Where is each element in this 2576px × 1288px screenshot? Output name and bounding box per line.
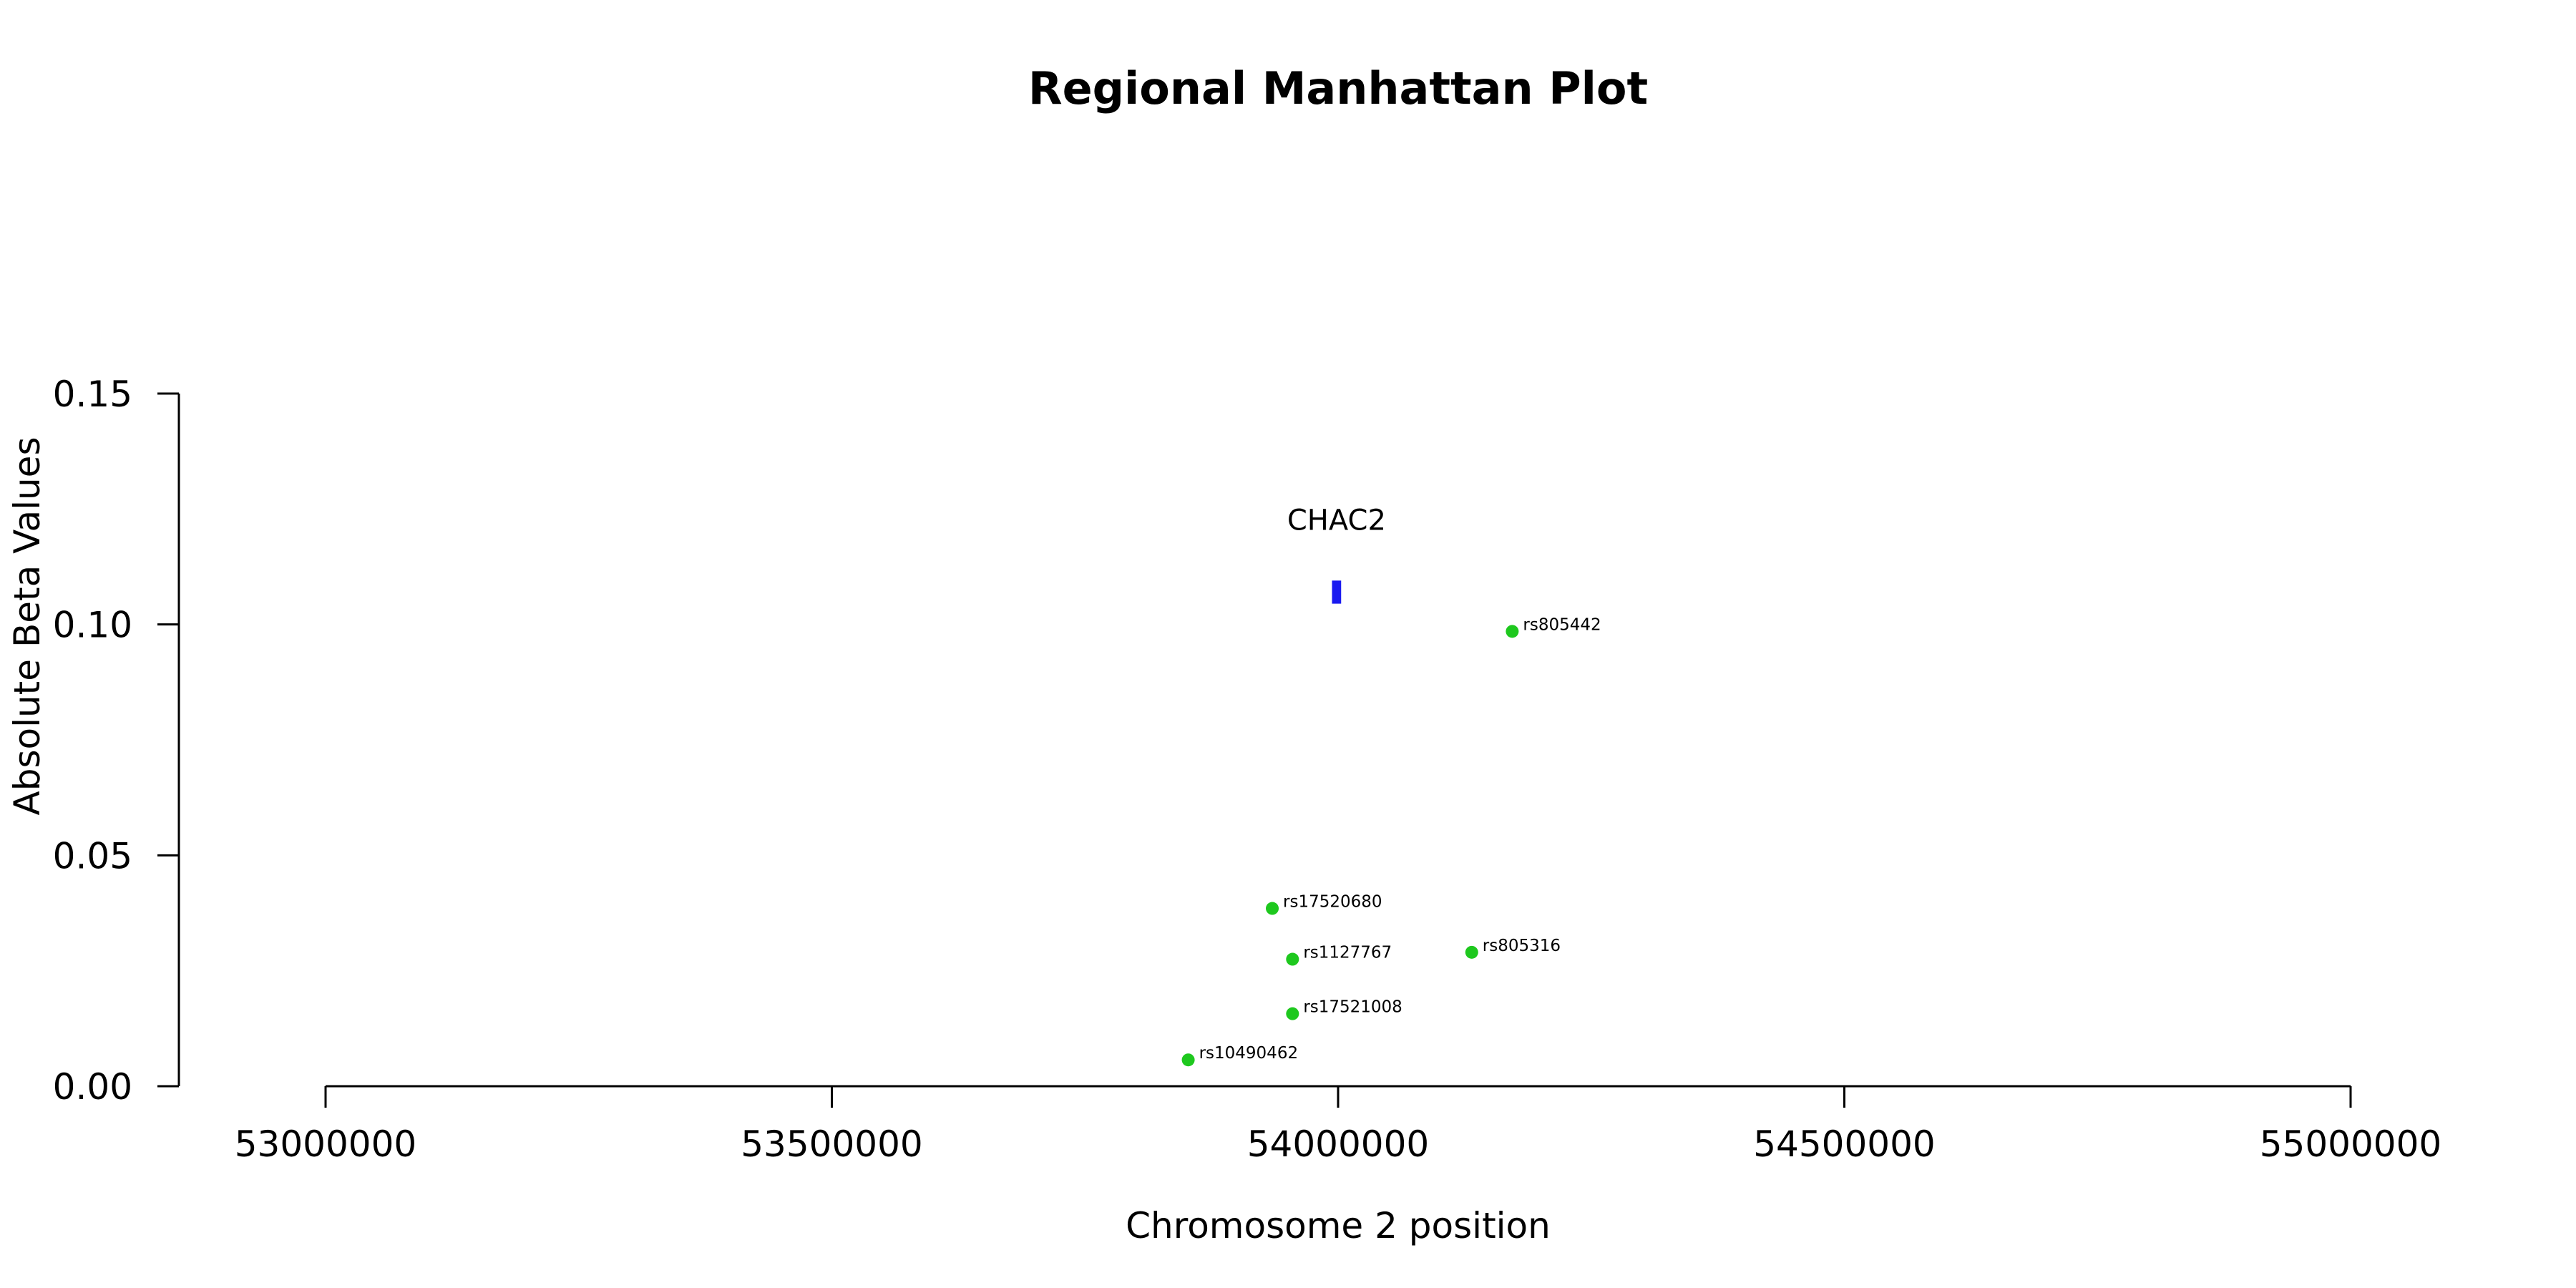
snp-point [1266, 902, 1279, 915]
x-tick-label: 53000000 [235, 1123, 417, 1165]
x-axis-title: Chromosome 2 position [1126, 1205, 1551, 1246]
gene-layer: CHAC2 [1287, 504, 1386, 604]
snp-point [1506, 625, 1519, 638]
snp-label: rs1127767 [1303, 944, 1392, 962]
snp-label: rs805316 [1483, 937, 1561, 955]
snp-label: rs805442 [1523, 615, 1601, 634]
chart-title: Regional Manhattan Plot [1028, 62, 1648, 114]
points-layer: rs805442 rs17520680 rs1127767 rs805316 rs175… [1181, 615, 1601, 1067]
x-tick-label: 53500000 [741, 1123, 923, 1165]
y-tick-label: 0.15 [53, 374, 132, 415]
snp-point [1286, 952, 1299, 966]
y-axis: 0.00 0.05 0.10 0.15 [53, 374, 180, 1108]
y-axis-title: Absolute Beta Values [6, 437, 48, 816]
snp-label: rs10490462 [1199, 1044, 1299, 1063]
gene-block [1332, 580, 1342, 604]
y-tick-label: 0.00 [53, 1066, 132, 1108]
x-tick-label: 54000000 [1247, 1123, 1430, 1165]
gene-label: CHAC2 [1287, 504, 1386, 537]
x-axis: 53000000 53500000 54000000 54500000 55000000 [235, 1085, 2442, 1165]
snp-point [1286, 1007, 1299, 1020]
snp-label: rs17520680 [1283, 893, 1382, 912]
x-tick-label: 55000000 [2260, 1123, 2442, 1165]
x-tick-label: 54500000 [1753, 1123, 1936, 1165]
snp-point [1465, 945, 1478, 959]
y-tick-label: 0.10 [53, 605, 132, 646]
snp-point [1181, 1053, 1195, 1067]
y-tick-label: 0.05 [53, 835, 132, 877]
snp-label: rs17521008 [1303, 998, 1402, 1017]
